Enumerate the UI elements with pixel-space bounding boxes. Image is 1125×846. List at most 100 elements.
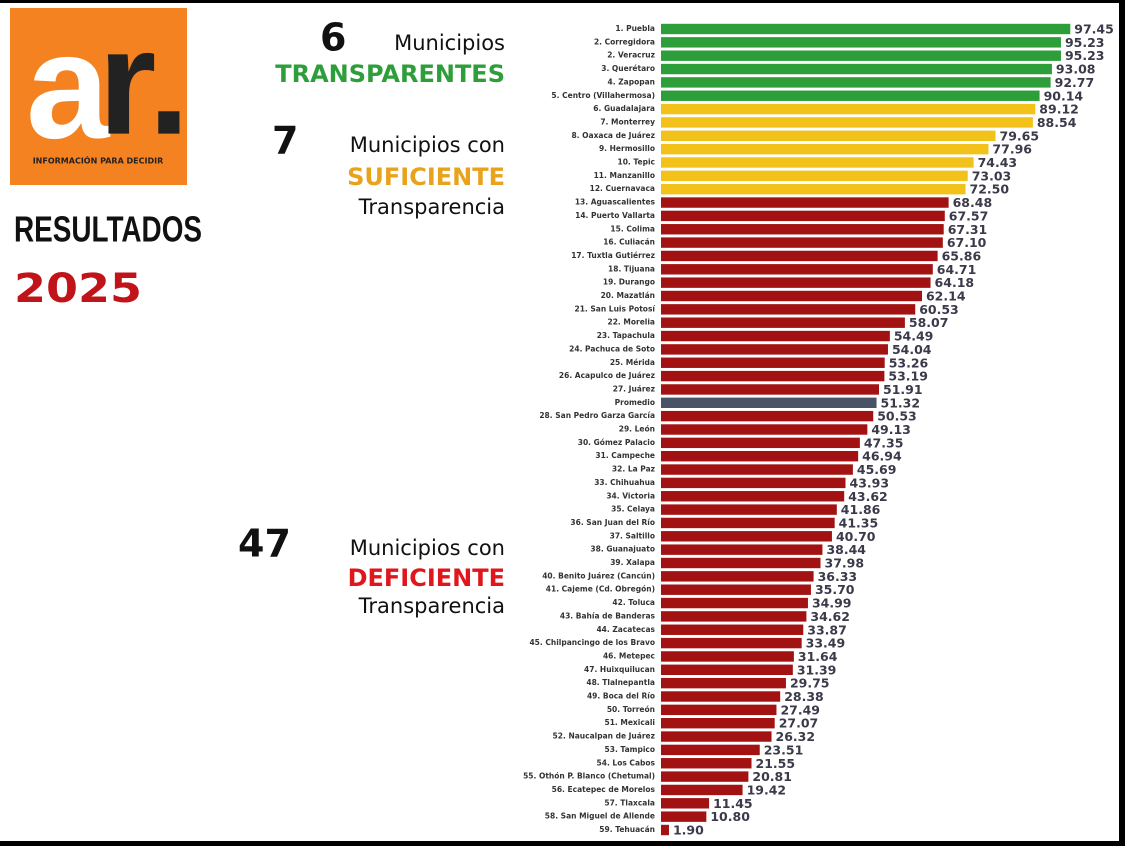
group-label: Municipios (394, 31, 505, 55)
value-label: 27.49 (780, 702, 820, 717)
bar (661, 557, 821, 569)
value-label: 92.77 (1055, 75, 1095, 90)
logo-box (10, 8, 187, 185)
bar (661, 544, 823, 555)
group-label: Municipios con (350, 536, 505, 560)
category-label: 46. Metepec (603, 651, 655, 660)
value-label: 67.57 (949, 208, 989, 223)
bar (661, 224, 944, 235)
bar (661, 704, 777, 716)
category-label: 38. Guanajuato (590, 545, 655, 554)
category-label: 23. Tapachula (597, 331, 655, 340)
category-label: 50. Torreón (607, 705, 655, 714)
value-label: 47.35 (864, 435, 904, 450)
category-label: 35. Celaya (611, 505, 655, 514)
value-label: 28.38 (784, 689, 824, 704)
category-label: 16. Culiacán (603, 238, 655, 247)
category-label: 6. Guadalajara (593, 104, 655, 113)
category-label: 24. Pachuca de Soto (569, 344, 655, 353)
value-label: 29.75 (790, 676, 830, 691)
bar (661, 264, 933, 275)
category-label: 48. Tlalnepantla (586, 678, 655, 687)
category-label: 53. Tampico (605, 745, 655, 754)
bar (661, 77, 1051, 88)
value-label: 64.71 (937, 262, 977, 277)
bar (661, 571, 814, 582)
value-label: 33.87 (807, 622, 847, 637)
logo-tagline: INFORMACIÓN PARA DECIDIR (33, 155, 164, 166)
bar (661, 170, 968, 182)
category-label: 55. Othón P. Blanco (Chetumal) (523, 772, 655, 781)
bar (661, 277, 931, 288)
category-label: 9. Hermosillo (599, 144, 655, 153)
bar (661, 504, 837, 515)
bar (661, 424, 868, 435)
value-label: 58.07 (909, 315, 949, 330)
category-label: 25. Mérida (610, 358, 655, 367)
bar (661, 811, 707, 822)
category-label: 49. Boca del Río (587, 692, 655, 701)
category-label: 19. Durango (603, 278, 655, 287)
bar (661, 197, 949, 208)
category-label: 54. Los Cabos (597, 758, 656, 767)
category-label: 14. Puerto Vallarta (575, 211, 655, 220)
value-label: 67.10 (947, 235, 987, 250)
group-count: 6 (320, 16, 346, 60)
category-label: 8. Oaxaca de Juárez (571, 131, 655, 140)
category-label: 11. Manzanillo (594, 171, 655, 180)
category-label: 43. Bahía de Banderas (560, 611, 656, 620)
bar (661, 103, 1036, 115)
bar (661, 491, 845, 502)
category-label: 7. Monterrey (600, 117, 655, 126)
value-label: 40.70 (836, 529, 876, 544)
bar (661, 584, 811, 595)
logo-a: a (26, 2, 111, 170)
value-label: 50.53 (877, 409, 917, 424)
bar (661, 477, 846, 489)
category-label: 17. Tuxtla Gutiérrez (571, 251, 655, 260)
category-label: 57. Tlaxcala (604, 798, 655, 807)
bar (661, 130, 996, 142)
category-label: 45. Chilpancingo de los Bravo (529, 638, 655, 647)
category-label: 10. Tepic (618, 158, 656, 167)
category-label: 28. San Pedro Garza García (539, 411, 655, 420)
category-label: 33. Chihuahua (594, 478, 655, 487)
value-label: 88.54 (1037, 115, 1077, 130)
value-label: 19.42 (747, 782, 787, 797)
category-label: 51. Mexicali (604, 718, 655, 727)
value-label: 36.33 (818, 569, 858, 584)
category-label: 59. Tehuacán (599, 825, 655, 834)
bar (661, 250, 938, 262)
bar (661, 437, 860, 449)
value-label: 31.64 (798, 649, 838, 664)
bar (661, 237, 943, 248)
category-label: 52. Naucalpan de Juárez (553, 732, 655, 741)
category-label: 18. Tijuana (608, 264, 655, 273)
value-label: 95.23 (1065, 35, 1105, 50)
value-label: 34.62 (810, 609, 850, 624)
value-label: 54.04 (892, 342, 932, 357)
value-label: 43.93 (850, 475, 890, 490)
category-label: 1. Puebla (615, 24, 655, 33)
value-label: 35.70 (815, 582, 855, 597)
bar (661, 304, 916, 315)
value-label: 43.62 (848, 489, 888, 504)
category-label: 29. León (619, 425, 655, 434)
category-label: 4. Zapopan (608, 77, 655, 86)
category-label: 26. Acapulco de Juárez (559, 371, 655, 380)
category-label: 37. Saltillo (610, 531, 655, 540)
category-label: 58. San Miguel de Allende (545, 812, 655, 821)
frame-top (0, 0, 1125, 3)
group-highlight: TRANSPARENTES (275, 60, 505, 88)
category-label: 27. Juárez (613, 384, 655, 393)
value-label: 20.81 (752, 769, 792, 784)
bar (661, 637, 802, 649)
bar (661, 771, 749, 782)
bar (661, 317, 905, 328)
value-label: 93.08 (1056, 62, 1096, 77)
value-label: 38.44 (826, 542, 866, 557)
bar (661, 691, 781, 702)
bar (661, 597, 808, 609)
category-label: 42. Toluca (612, 598, 655, 607)
category-label: 20. Mazatlán (601, 291, 655, 300)
